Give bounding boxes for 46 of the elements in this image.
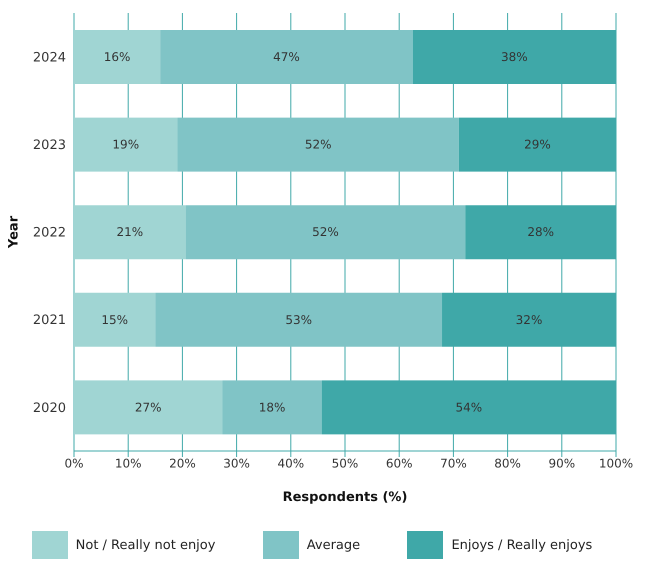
- x-tick-label: 90%: [548, 456, 576, 471]
- x-tick-label: 30%: [223, 456, 250, 471]
- y-tick-label: 2023: [32, 138, 66, 154]
- bar: [186, 205, 466, 260]
- x-tick-label: 20%: [169, 456, 196, 471]
- data-label: 16%: [104, 50, 130, 64]
- data-label: 29%: [524, 138, 551, 152]
- data-label: 28%: [527, 225, 554, 240]
- y-tick-label: 2024: [32, 50, 66, 66]
- data-label: 15%: [101, 312, 128, 327]
- x-tick-label: 50%: [332, 456, 358, 471]
- bar: [74, 205, 186, 260]
- data-label: 47%: [273, 50, 300, 64]
- bar: [178, 118, 459, 172]
- y-axis-title: Year: [6, 215, 22, 250]
- data-label: 38%: [501, 50, 528, 64]
- data-label: 21%: [116, 225, 144, 240]
- data-label: 54%: [456, 400, 482, 414]
- x-tick-label: 80%: [494, 456, 521, 471]
- data-label: 32%: [516, 312, 542, 327]
- y-tick-label: 2021: [32, 313, 66, 328]
- x-tick-label: 10%: [114, 456, 142, 471]
- data-label: 18%: [258, 400, 286, 414]
- bar: [74, 380, 223, 434]
- x-tick-label: 100%: [598, 456, 634, 471]
- y-tick-label: 2022: [32, 226, 66, 241]
- y-tick-label: 2020: [32, 400, 66, 416]
- legend-label: Not / Really not enjoy: [76, 538, 216, 552]
- bar: [155, 292, 442, 347]
- data-label: 53%: [285, 312, 312, 327]
- bar: [74, 118, 178, 172]
- data-label: 52%: [312, 225, 339, 240]
- bar: [74, 292, 156, 347]
- data-label: 27%: [134, 400, 162, 414]
- legend-label: Enjoys / Really enjoys: [451, 538, 592, 552]
- bar: [222, 380, 322, 434]
- x-tick-label: 0%: [64, 456, 84, 471]
- bar: [160, 30, 413, 84]
- data-label: 19%: [112, 138, 140, 152]
- x-tick-label: 60%: [386, 456, 413, 471]
- x-tick-label: 70%: [440, 456, 467, 471]
- bar: [74, 30, 160, 84]
- legend-label: Average: [306, 538, 360, 552]
- data-label: 52%: [304, 138, 332, 152]
- x-axis-title: Respondents (%): [282, 490, 408, 505]
- x-tick-label: 40%: [277, 456, 304, 471]
